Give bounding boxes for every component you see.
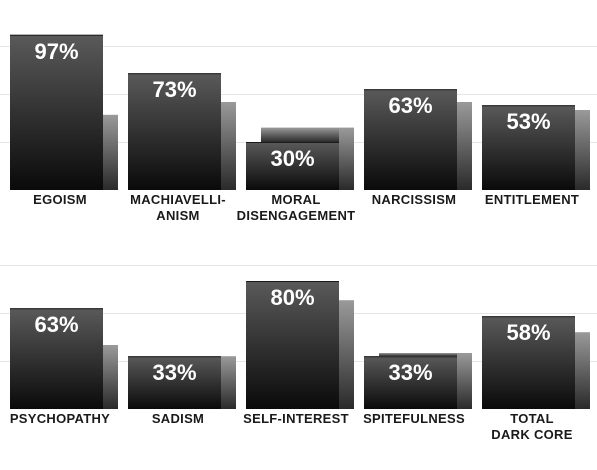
category-label-row1-1-line1: EGOISM [33,192,87,207]
bar-primary-row2-1 [10,308,103,409]
category-label-row2-3-line1: SELF-INTEREST [243,411,349,426]
bar-primary-row2-3 [246,281,339,409]
category-label-row2-4-line1: SPITEFULNESS [363,411,465,426]
value-label-row2-3: 80% [270,285,314,310]
bar-secondary-row1-3 [339,127,354,190]
bar-primary-row1-5 [482,105,575,190]
value-label-row1-5: 53% [506,109,550,134]
value-label-row2-1: 63% [34,312,78,337]
bar-secondary-extension-row2-4 [379,353,457,357]
category-label-row1-2-line2: ANISM [156,208,199,223]
category-label-row2-5-line2: DARK CORE [491,427,572,442]
bar-primary-row2-5 [482,316,575,409]
value-label-row1-4: 63% [388,93,432,118]
value-label-row2-4: 33% [388,360,432,385]
labels-layer: 97% EGOISM 73% MACHIAVELLI-ANISM 30% MORALDIS… [10,39,579,442]
category-label-row2-5-line1: TOTAL [510,411,554,426]
category-label-row1-5-line1: ENTITLEMENT [485,192,579,207]
value-label-row1-3: 30% [270,146,314,171]
bar-secondary-row1-5 [575,110,590,190]
bar-secondary-row2-3 [339,300,354,409]
bar-secondary-row2-4 [457,353,472,409]
category-label-row2-1-line1: PSYCHOPATHY [10,411,110,426]
bar-primary-row1-1 [10,34,103,190]
bar-secondary-extension-row1-3 [261,127,339,142]
category-label-row1-3-line2: DISENGAGEMENT [237,208,356,223]
value-label-row1-2: 73% [152,77,196,102]
category-label-row1-4-line1: NARCISSISM [372,192,457,207]
bar-secondary-row2-2 [221,356,236,409]
bar-secondary-row1-2 [221,102,236,190]
category-label-row1-2-line1: MACHIAVELLI- [130,192,226,207]
category-label-row1-3-line1: MORAL [271,192,320,207]
value-label-row2-2: 33% [152,360,196,385]
bars-layer [10,34,590,409]
bar-secondary-row1-1 [103,114,118,190]
bar-primary-row2-4 [364,356,457,409]
value-label-row1-1: 97% [34,39,78,64]
bar-primary-row1-3 [246,142,339,190]
bar-primary-row2-2 [128,356,221,409]
bar-secondary-row2-1 [103,345,118,409]
bar-primary-row1-2 [128,73,221,190]
bar-primary-row1-4 [364,89,457,190]
bar-secondary-row1-4 [457,102,472,190]
value-label-row2-5: 58% [506,320,550,345]
category-label-row2-2-line1: SADISM [152,411,204,426]
bar-secondary-row2-5 [575,332,590,409]
